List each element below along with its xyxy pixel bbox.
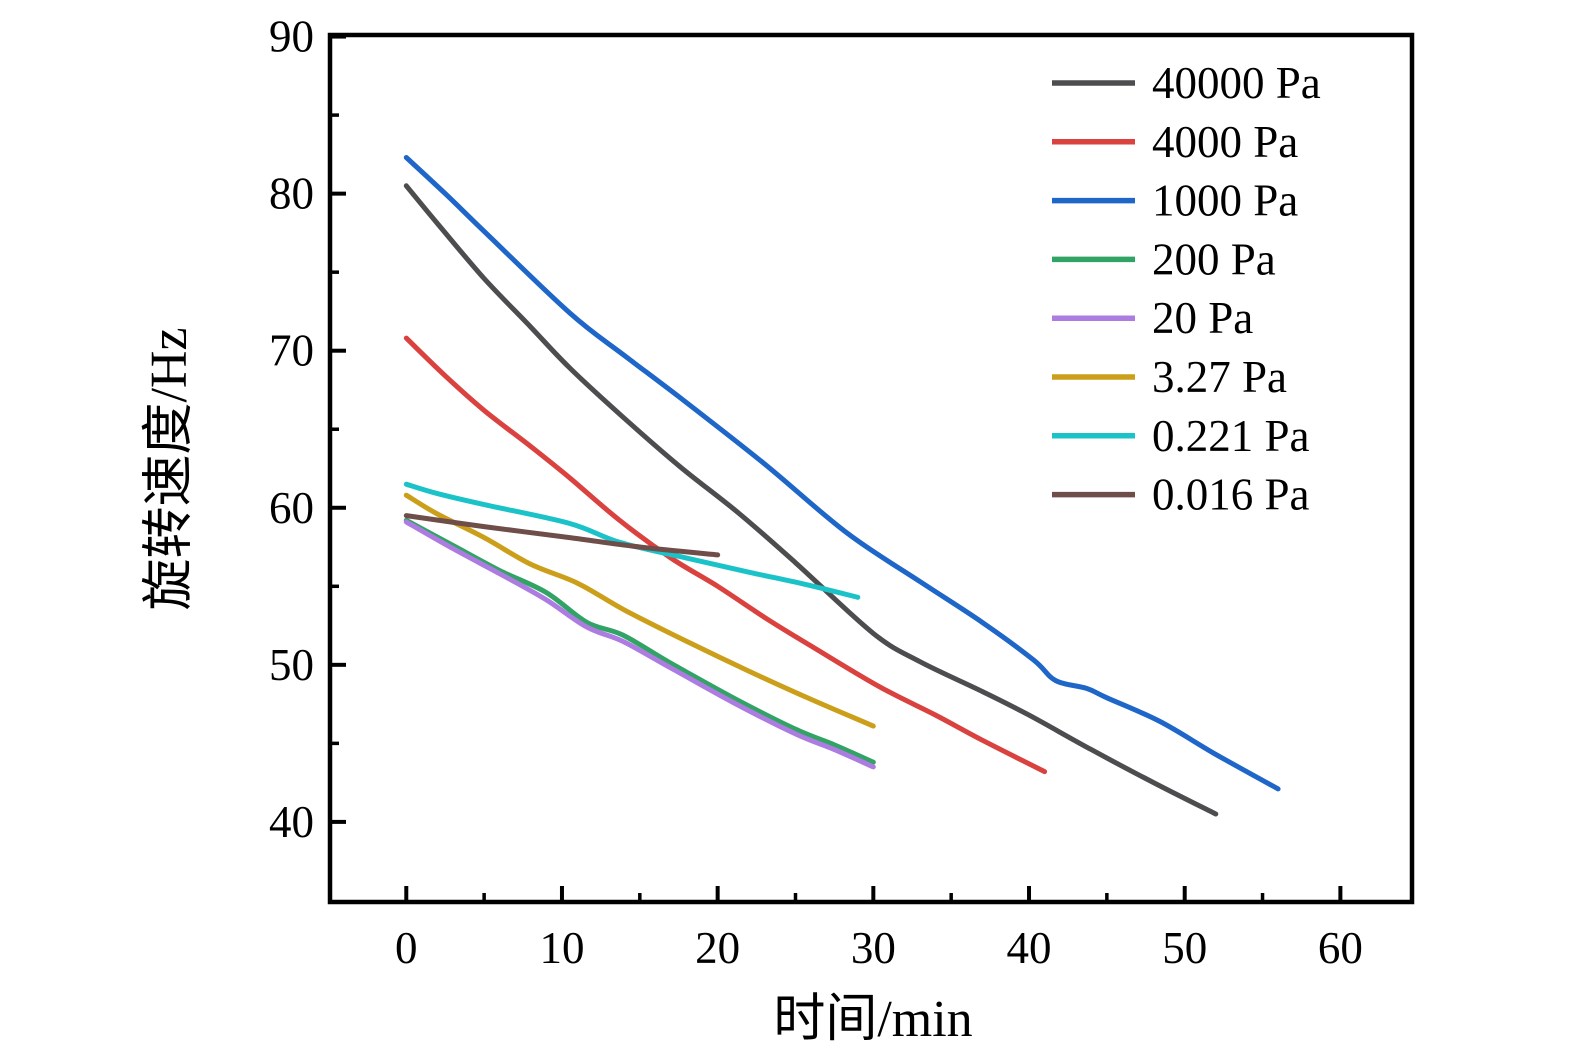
legend: 40000 Pa 4000 Pa 1000 Pa 200 Pa 20 Pa 3.27 Pa… [1052, 58, 1321, 520]
series-line-3-27-pa [403, 492, 876, 729]
y-axis-title: 旋转速度/Hz [141, 327, 198, 610]
legend-label: 200 Pa [1152, 234, 1276, 284]
series-line-40000-pa [403, 183, 1219, 817]
legend-item-40000-pa: 40000 Pa [1052, 58, 1321, 108]
x-axis-ticks: 0 10 20 30 40 50 60 [395, 886, 1363, 973]
legend-item-4000-pa: 4000 Pa [1052, 117, 1298, 167]
x-tick-label: 0 [395, 923, 418, 973]
y-axis-ticks: 40 50 60 70 80 90 [269, 12, 346, 847]
x-tick-label: 60 [1318, 923, 1363, 973]
legend-label: 40000 Pa [1152, 58, 1321, 108]
legend-label: 1000 Pa [1152, 176, 1298, 226]
x-tick-label: 50 [1162, 923, 1207, 973]
legend-item-200-pa: 200 Pa [1052, 234, 1276, 284]
legend-item-0-016-pa: 0.016 Pa [1052, 470, 1310, 520]
y-tick-label: 90 [269, 12, 314, 62]
x-tick-label: 40 [1007, 923, 1052, 973]
y-tick-label: 70 [269, 326, 314, 376]
series-layer [403, 155, 1281, 817]
legend-label: 3.27 Pa [1152, 352, 1287, 402]
series-line-1000-pa [403, 155, 1281, 792]
legend-label: 0.221 Pa [1152, 411, 1310, 461]
series-line-0-016-pa [403, 513, 721, 558]
x-axis-title: 时间/min [773, 991, 972, 1048]
y-tick-label: 80 [269, 169, 314, 219]
legend-label: 20 Pa [1152, 293, 1253, 343]
series-line-4000-pa [403, 335, 1048, 775]
x-tick-label: 10 [539, 923, 584, 973]
legend-label: 0.016 Pa [1152, 470, 1310, 520]
y-tick-label: 60 [269, 483, 314, 533]
x-tick-label: 30 [851, 923, 896, 973]
legend-item-3-27-pa: 3.27 Pa [1052, 352, 1287, 402]
series-line-20-pa [403, 519, 876, 770]
series-line-200-pa [403, 517, 876, 765]
y-tick-label: 40 [269, 797, 314, 847]
axes-layer: 0 10 20 30 40 50 60 40 50 60 70 80 90 [269, 12, 1415, 973]
legend-label: 4000 Pa [1152, 117, 1298, 167]
x-tick-label: 20 [695, 923, 740, 973]
legend-item-20-pa: 20 Pa [1052, 293, 1253, 343]
legend-item-0-221-pa: 0.221 Pa [1052, 411, 1310, 461]
plot-frame [327, 32, 1415, 905]
y-tick-label: 50 [269, 640, 314, 690]
legend-item-1000-pa: 1000 Pa [1052, 176, 1298, 226]
